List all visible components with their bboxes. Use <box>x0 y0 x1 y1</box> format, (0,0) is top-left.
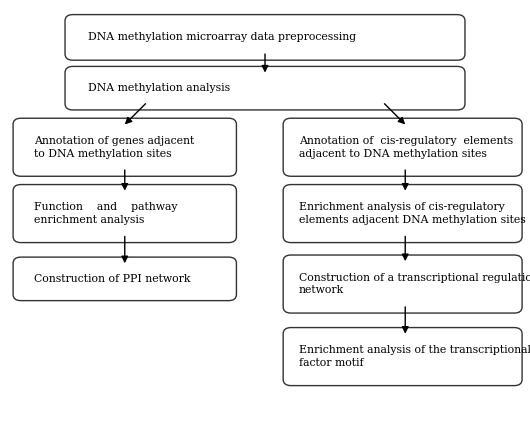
FancyBboxPatch shape <box>65 15 465 60</box>
FancyBboxPatch shape <box>65 66 465 110</box>
Text: Annotation of  cis-regulatory  elements
adjacent to DNA methylation sites: Annotation of cis-regulatory elements ad… <box>299 136 513 159</box>
FancyBboxPatch shape <box>13 257 236 301</box>
FancyBboxPatch shape <box>283 327 522 386</box>
Text: Enrichment analysis of cis-regulatory
elements adjacent DNA methylation sites: Enrichment analysis of cis-regulatory el… <box>299 202 526 225</box>
Text: DNA methylation microarray data preprocessing: DNA methylation microarray data preproce… <box>89 33 357 42</box>
FancyBboxPatch shape <box>283 255 522 313</box>
Text: Annotation of genes adjacent
to DNA methylation sites: Annotation of genes adjacent to DNA meth… <box>34 136 194 159</box>
FancyBboxPatch shape <box>283 184 522 243</box>
Text: DNA methylation analysis: DNA methylation analysis <box>89 83 231 93</box>
Text: Function    and    pathway
enrichment analysis: Function and pathway enrichment analysis <box>34 202 178 225</box>
Text: Enrichment analysis of the transcriptional
factor motif: Enrichment analysis of the transcription… <box>299 345 530 368</box>
Text: Construction of a transcriptional regulation
network: Construction of a transcriptional regula… <box>299 273 530 295</box>
Text: Construction of PPI network: Construction of PPI network <box>34 274 190 284</box>
FancyBboxPatch shape <box>283 118 522 176</box>
FancyBboxPatch shape <box>13 118 236 176</box>
FancyBboxPatch shape <box>13 184 236 243</box>
